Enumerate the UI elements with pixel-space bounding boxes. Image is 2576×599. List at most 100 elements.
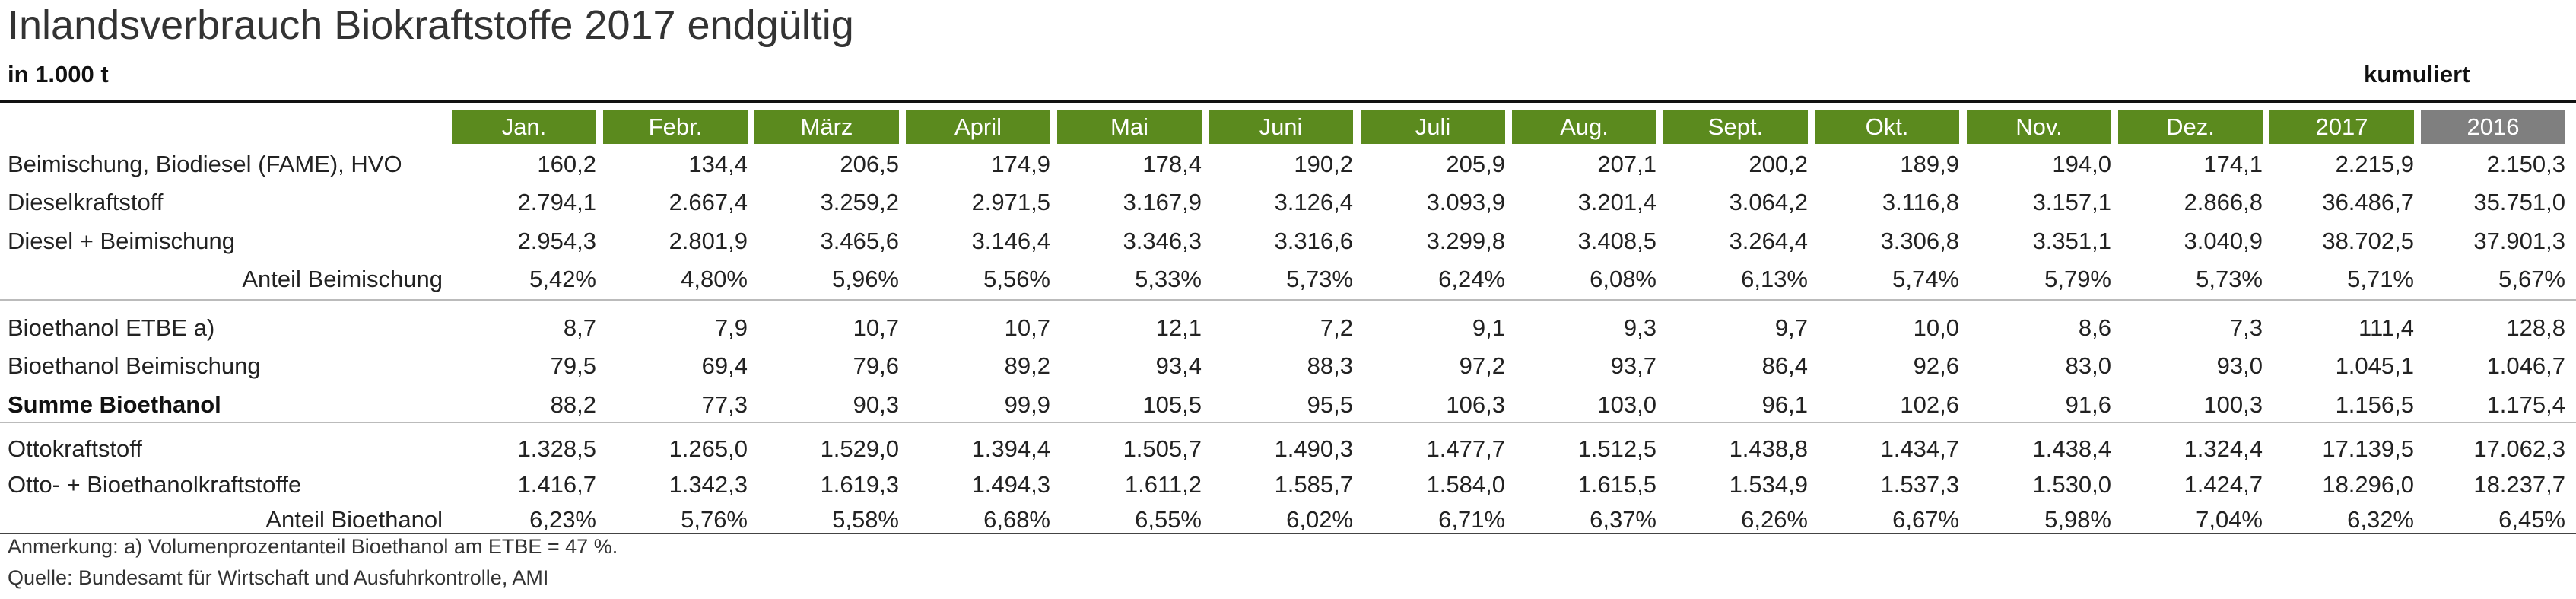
table-cell: 35.751,0 bbox=[2473, 189, 2565, 215]
table-cell: 5,33% bbox=[1135, 266, 1202, 292]
table-cell: 1.537,3 bbox=[1880, 471, 1959, 498]
table-cell: 6,71% bbox=[1438, 506, 1505, 533]
table-cell: 69,4 bbox=[701, 352, 748, 379]
table-cell: 2.971,5 bbox=[971, 189, 1050, 215]
table-cell: 1.434,7 bbox=[1880, 435, 1959, 462]
table-cell: 91,6 bbox=[2065, 391, 2111, 418]
table-cell: 3.064,2 bbox=[1729, 189, 1808, 215]
table-cell: 18.296,0 bbox=[2322, 471, 2414, 498]
table-cell: 90,3 bbox=[853, 391, 899, 418]
table-cell: 7,3 bbox=[2229, 314, 2263, 341]
table-cell: 1.584,0 bbox=[1426, 471, 1505, 498]
table-cell: 97,2 bbox=[1459, 352, 1505, 379]
table-cell: 5,71% bbox=[2347, 266, 2414, 292]
table-cell: 1.324,4 bbox=[2184, 435, 2263, 462]
row-label: Anteil Bioethanol bbox=[265, 506, 443, 533]
table-cell: 3.146,4 bbox=[971, 228, 1050, 254]
table-cell: 6,13% bbox=[1741, 266, 1808, 292]
table-cell: 207,1 bbox=[1597, 151, 1656, 177]
column-header: Dez. bbox=[2118, 110, 2263, 144]
table-cell: 5,79% bbox=[2044, 266, 2111, 292]
table-cell: 10,0 bbox=[1913, 314, 1959, 341]
table-cell: 1.530,0 bbox=[2032, 471, 2111, 498]
table-cell: 88,2 bbox=[550, 391, 596, 418]
table-cell: 6,68% bbox=[983, 506, 1050, 533]
table-cell: 17.062,3 bbox=[2473, 435, 2565, 462]
table-cell: 5,42% bbox=[529, 266, 596, 292]
table-cell: 95,5 bbox=[1307, 391, 1353, 418]
unit-label: in 1.000 t bbox=[8, 61, 109, 88]
table-cell: 174,1 bbox=[2203, 151, 2263, 177]
row-label: Beimischung, Biodiesel (FAME), HVO bbox=[8, 151, 402, 177]
table-cell: 5,76% bbox=[681, 506, 748, 533]
table-cell: 194,0 bbox=[2052, 151, 2111, 177]
table-cell: 1.477,7 bbox=[1426, 435, 1505, 462]
row-label: Otto- + Bioethanolkraftstoffe bbox=[8, 471, 302, 498]
column-header: Okt. bbox=[1815, 110, 1959, 144]
table-cell: 5,98% bbox=[2044, 506, 2111, 533]
table-cell: 3.346,3 bbox=[1123, 228, 1202, 254]
table-cell: 1.416,7 bbox=[517, 471, 596, 498]
table-cell: 1.438,4 bbox=[2032, 435, 2111, 462]
table-cell: 6,08% bbox=[1590, 266, 1656, 292]
table-cell: 3.167,9 bbox=[1123, 189, 1202, 215]
table-cell: 6,02% bbox=[1286, 506, 1353, 533]
table-cell: 6,45% bbox=[2498, 506, 2565, 533]
column-header: Juli bbox=[1361, 110, 1505, 144]
table-cell: 1.619,3 bbox=[820, 471, 899, 498]
row-label: Anteil Beimischung bbox=[242, 266, 443, 292]
column-header: Mai bbox=[1057, 110, 1202, 144]
table-row: Otto- + Bioethanolkraftstoffe 1.416,7 1.34… bbox=[0, 467, 2576, 503]
table-row: Summe Bioethanol 88,2 77,3 90,3 99,9 105,5 95,… bbox=[0, 387, 2576, 423]
row-label: Bioethanol ETBE a) bbox=[8, 314, 215, 341]
table-cell: 190,2 bbox=[1294, 151, 1353, 177]
table-cell: 3.040,9 bbox=[2184, 228, 2263, 254]
table-cell: 3.093,9 bbox=[1426, 189, 1505, 215]
table-cell: 86,4 bbox=[1761, 352, 1808, 379]
column-header: April bbox=[906, 110, 1050, 144]
table-cell: 106,3 bbox=[1446, 391, 1505, 418]
row-label: Dieselkraftstoff bbox=[8, 189, 164, 215]
table-cell: 96,1 bbox=[1761, 391, 1808, 418]
table-cell: 1.534,9 bbox=[1729, 471, 1808, 498]
row-label: Diesel + Beimischung bbox=[8, 228, 235, 254]
table-row: Anteil Beimischung 5,42% 4,80% 5,96% 5,56% 5,… bbox=[0, 261, 2576, 298]
table-cell: 89,2 bbox=[1004, 352, 1050, 379]
row-label: Summe Bioethanol bbox=[8, 391, 221, 418]
column-header: Juni bbox=[1209, 110, 1353, 144]
footnote: Anmerkung: a) Volumenprozentanteil Bioet… bbox=[8, 535, 618, 558]
table-cell: 5,96% bbox=[832, 266, 899, 292]
table-cell: 189,9 bbox=[1900, 151, 1959, 177]
table-row: Beimischung, Biodiesel (FAME), HVO 160,2 1… bbox=[0, 146, 2576, 183]
table-row: Anteil Bioethanol 6,23% 5,76% 5,58% 6,68% 6,5… bbox=[0, 502, 2576, 538]
table-cell: 2.801,9 bbox=[669, 228, 748, 254]
table-cell: 6,26% bbox=[1741, 506, 1808, 533]
table-cell: 79,6 bbox=[853, 352, 899, 379]
table-cell: 8,7 bbox=[563, 314, 596, 341]
table-cell: 79,5 bbox=[550, 352, 596, 379]
table-cell: 160,2 bbox=[537, 151, 596, 177]
bottom-rule bbox=[0, 533, 2576, 534]
table-row: Diesel + Beimischung 2.954,3 2.801,9 3.465,… bbox=[0, 223, 2576, 260]
table-cell: 100,3 bbox=[2203, 391, 2263, 418]
table-cell: 6,37% bbox=[1590, 506, 1656, 533]
table-cell: 9,3 bbox=[1623, 314, 1656, 341]
table-cell: 102,6 bbox=[1900, 391, 1959, 418]
table-cell: 5,67% bbox=[2498, 266, 2565, 292]
table-cell: 17.139,5 bbox=[2322, 435, 2414, 462]
table-cell: 5,74% bbox=[1892, 266, 1959, 292]
table-cell: 6,55% bbox=[1135, 506, 1202, 533]
table-row: Dieselkraftstoff 2.794,1 2.667,4 3.259,2 2.9… bbox=[0, 184, 2576, 221]
table-cell: 3.465,6 bbox=[820, 228, 899, 254]
table-cell: 7,2 bbox=[1320, 314, 1353, 341]
table-cell: 1.328,5 bbox=[517, 435, 596, 462]
table-cell: 1.585,7 bbox=[1274, 471, 1353, 498]
column-header: Nov. bbox=[1967, 110, 2111, 144]
table-cell: 3.116,8 bbox=[1882, 189, 1959, 215]
table-cell: 6,32% bbox=[2347, 506, 2414, 533]
table-cell: 3.126,4 bbox=[1274, 189, 1353, 215]
table-cell: 12,1 bbox=[1155, 314, 1202, 341]
table-cell: 1.505,7 bbox=[1123, 435, 1202, 462]
table-cell: 3.351,1 bbox=[2032, 228, 2111, 254]
table-cell: 92,6 bbox=[1913, 352, 1959, 379]
